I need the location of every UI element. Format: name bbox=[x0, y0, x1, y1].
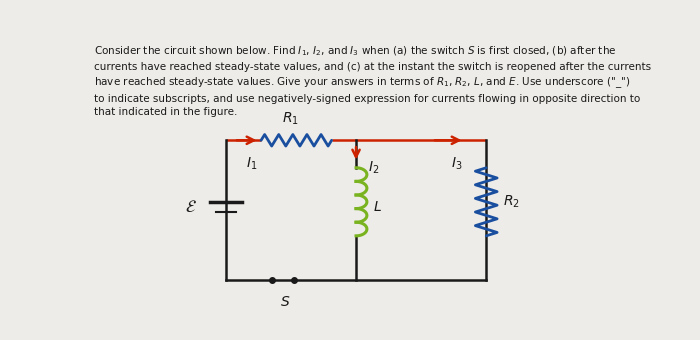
Text: $L$: $L$ bbox=[373, 200, 382, 214]
Text: $I_2$: $I_2$ bbox=[368, 159, 379, 175]
Text: $I_1$: $I_1$ bbox=[246, 156, 258, 172]
Text: $R_1$: $R_1$ bbox=[283, 110, 300, 127]
Text: $I_3$: $I_3$ bbox=[451, 156, 462, 172]
Text: $R_2$: $R_2$ bbox=[503, 193, 519, 210]
Text: $\mathcal{E}$: $\mathcal{E}$ bbox=[185, 198, 197, 216]
Text: Consider the circuit shown below. Find $I_1$, $I_2$, and $I_3$ when (a) the swit: Consider the circuit shown below. Find $… bbox=[94, 45, 651, 117]
Text: $S$: $S$ bbox=[280, 295, 290, 309]
